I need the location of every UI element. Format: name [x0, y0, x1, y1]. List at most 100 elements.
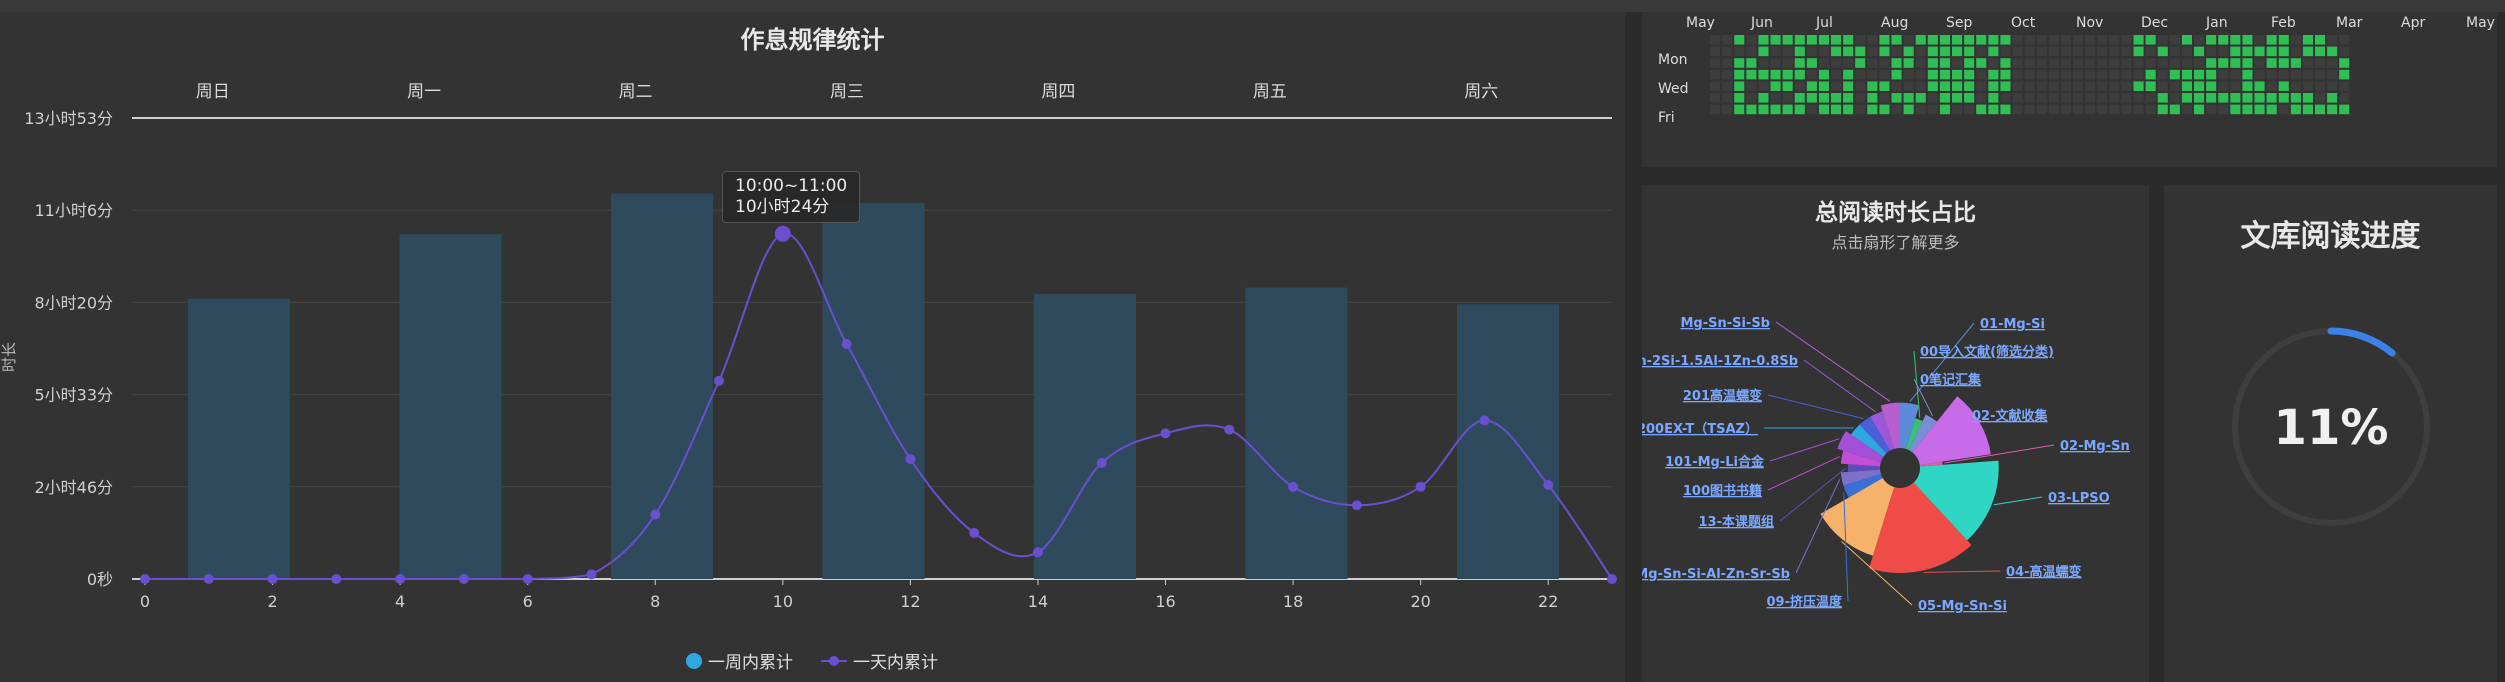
heat-cell — [2109, 46, 2120, 57]
pie-title: 总阅读时长占比 — [1815, 200, 1976, 226]
heat-cell — [2327, 58, 2338, 68]
heat-cell — [2024, 58, 2035, 68]
heat-cell — [2157, 58, 2168, 68]
heat-cell — [2000, 104, 2011, 115]
line-marker-icon — [821, 653, 847, 669]
pie-slice-label[interactable]: 101-Mg-Li合金 — [1665, 454, 1765, 470]
x-tick-label: 6 — [523, 592, 533, 611]
heat-cell — [2315, 81, 2326, 91]
heat-cell — [2012, 93, 2023, 103]
pie-slice-label[interactable]: 05-Mg-Sn-Si — [1918, 599, 2007, 614]
heat-cell — [1964, 46, 1975, 57]
heat-cell — [2194, 104, 2205, 115]
heat-cell — [1903, 35, 1914, 45]
pie-slice — [1869, 482, 1972, 573]
heat-cell — [1964, 104, 1975, 115]
heat-cell — [1903, 93, 1914, 103]
legend-item-week[interactable]: 一周内累计 — [686, 648, 793, 673]
heat-cell — [1758, 81, 1769, 91]
heat-cell — [1746, 104, 1757, 115]
heat-cell — [2060, 69, 2071, 80]
heat-cell — [1891, 93, 1902, 103]
pie-slice-label[interactable]: 01-Mg-Si — [1980, 317, 2045, 332]
heat-cell — [1818, 46, 1829, 57]
pie-slice-label[interactable]: 12-Mg-Sn-Si-Al-Zn-Sr-Sb — [1642, 567, 1790, 582]
heat-cell — [1782, 93, 1793, 103]
pie-slice-label[interactable]: 200EX-T（TSAZ） — [1642, 421, 1758, 437]
heat-cell — [1782, 104, 1793, 115]
heat-cell — [2133, 69, 2144, 80]
week-bar — [188, 298, 290, 579]
heat-cell — [1964, 69, 1975, 80]
heat-cell — [2024, 93, 2035, 103]
pie-slice-label[interactable]: Mg-5Sn-2Si-1.5Al-1Zn-0.8Sb — [1642, 354, 1798, 369]
heat-cell — [1818, 35, 1829, 45]
heat-cell — [1758, 104, 1769, 115]
day-point — [267, 574, 278, 584]
pie-leader-line — [1841, 540, 1913, 606]
heat-cell — [2097, 58, 2108, 68]
heat-cell — [2181, 46, 2192, 57]
heat-cell — [2097, 81, 2108, 91]
heat-cell — [2278, 93, 2289, 103]
heat-cell — [1806, 104, 1817, 115]
heat-cell — [1831, 104, 1842, 115]
heat-cell — [1782, 69, 1793, 80]
heat-cell — [2315, 69, 2326, 80]
heat-cell — [2254, 81, 2265, 91]
pie-slice-label[interactable]: 04-高温蠕变 — [2006, 564, 2082, 580]
heat-cell — [2242, 104, 2253, 115]
week-bar — [399, 234, 502, 579]
heat-cell — [2206, 58, 2217, 68]
pie-leader-line — [1803, 359, 1876, 413]
heat-cell — [2242, 69, 2253, 80]
pie-slice-label[interactable]: 03-LPSO — [2048, 491, 2110, 506]
heat-cell — [2145, 69, 2156, 80]
heat-cell — [1843, 46, 1854, 57]
heat-cell — [2157, 46, 2168, 57]
heat-cell — [1831, 35, 1842, 45]
reading-share-pie: 01-Mg-Si 00导入文献(筛选分类) 0笔记汇集 02-文献收集 02-Mg-Sn… — [1642, 316, 2130, 614]
pie-leader-line — [1767, 456, 1840, 491]
pie-slice-label[interactable]: Mg-Sn-Si-Sb — [1680, 316, 1770, 331]
heat-cell — [2012, 81, 2023, 91]
heat-cell — [1939, 58, 1950, 68]
heat-cell — [2012, 46, 2023, 57]
pie-slice-label[interactable]: 00导入文献(筛选分类) — [1920, 344, 2054, 360]
progress-arc — [2327, 327, 2396, 357]
pie-slice — [1908, 414, 1938, 453]
heat-cell — [2085, 69, 2096, 80]
chart-legend: 一周内累计 一天内累计 — [686, 648, 938, 673]
heat-cell — [1782, 46, 1793, 57]
heat-cell — [2278, 69, 2289, 80]
pie-slice-label[interactable]: 100图书书籍 — [1683, 483, 1762, 499]
pie-leader-line — [1993, 496, 2043, 506]
heat-cell — [1794, 58, 1805, 68]
pie-slice-label[interactable]: 0笔记汇集 — [1920, 372, 1982, 388]
progress-title: 文库阅读进度 — [2240, 219, 2421, 254]
heat-cell — [2073, 81, 2084, 91]
heat-cell — [2254, 46, 2265, 57]
pie-slice-label[interactable]: 02-Mg-Sn — [2060, 439, 2130, 454]
month-label: Dec — [2141, 15, 2168, 31]
pie-slice — [1840, 469, 1881, 486]
legend-item-day[interactable]: 一天内累计 — [821, 648, 938, 673]
heat-cell — [1976, 93, 1987, 103]
pie-slice-label[interactable]: 02-文献收集 — [1972, 408, 2048, 424]
heat-cell — [2230, 35, 2241, 45]
pie-slice-label[interactable]: 13-本课题组 — [1699, 514, 1775, 530]
heat-cell — [1927, 58, 1938, 68]
heat-cell — [2230, 69, 2241, 80]
heat-cell — [1782, 35, 1793, 45]
heat-cell — [2060, 58, 2071, 68]
heat-cell — [1770, 35, 1781, 45]
heat-cell — [2169, 104, 2180, 115]
heat-cell — [2315, 104, 2326, 115]
day-point — [714, 375, 725, 386]
month-label: May — [1686, 15, 1715, 31]
pie-slice — [1880, 402, 1900, 449]
heat-cell — [2230, 93, 2241, 103]
heat-cell — [2181, 81, 2192, 91]
pie-slice-label[interactable]: 201高温蠕变 — [1683, 388, 1762, 404]
pie-slice-label[interactable]: 09-挤压温度 — [1767, 594, 1843, 610]
